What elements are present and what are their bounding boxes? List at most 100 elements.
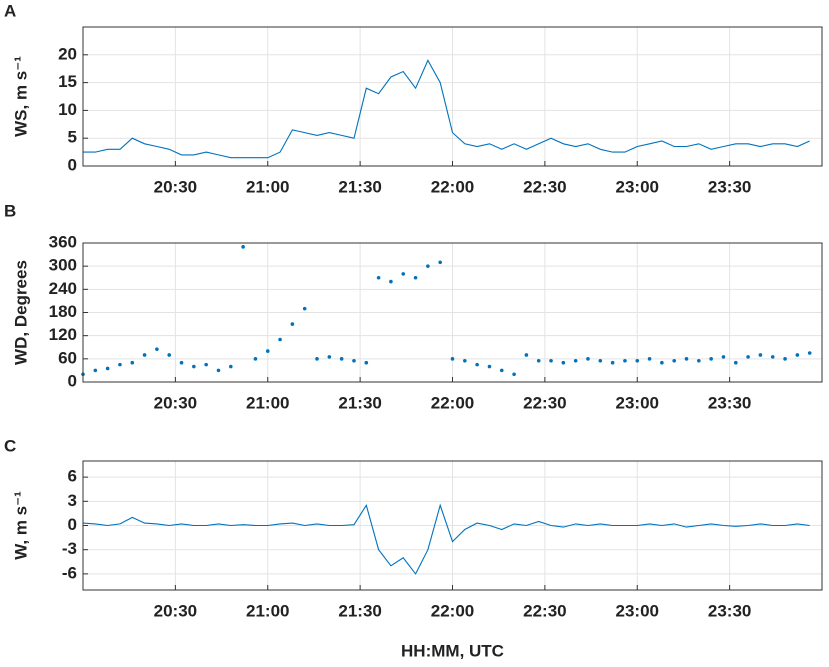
data-point: [376, 275, 381, 280]
data-point: [660, 360, 664, 365]
x-tick-label: 21:30: [338, 393, 381, 412]
plot-frame: [82, 460, 823, 591]
data-point: [241, 245, 245, 249]
data-line: [83, 59, 810, 159]
data-point: [635, 358, 640, 363]
plot-frame: [82, 242, 823, 383]
x-tick-label: 22:30: [523, 393, 566, 412]
data-point: [438, 260, 442, 265]
data-point: [142, 353, 147, 357]
y-tick-label: 10: [58, 100, 77, 119]
data-point: [770, 355, 775, 359]
x-tick-label: 20:30: [154, 177, 197, 196]
y-tick-label: 60: [58, 348, 77, 367]
data-point: [204, 362, 208, 367]
y-tick-label: 120: [49, 325, 77, 344]
x-tick-label: 22:00: [431, 177, 474, 196]
data-point: [758, 353, 763, 357]
data-point: [783, 357, 787, 361]
x-tick-label: 20:30: [154, 601, 197, 620]
data-point: [561, 360, 566, 365]
data-point: [426, 264, 430, 268]
y-tick-label: 300: [49, 256, 77, 275]
x-tick-label: 22:00: [431, 393, 474, 412]
x-tick-label: 23:30: [708, 393, 751, 412]
data-point: [192, 364, 196, 369]
data-point: [598, 358, 603, 363]
data-point: [229, 364, 233, 369]
data-point: [179, 360, 184, 365]
data-point: [733, 360, 738, 365]
y-tick-label: 5: [68, 128, 77, 147]
data-point: [487, 364, 492, 369]
data-point: [475, 362, 479, 367]
x-tick-label: 23:00: [616, 177, 659, 196]
data-point: [265, 349, 270, 353]
data-point: [709, 357, 713, 361]
data-point: [401, 272, 406, 276]
x-tick-label: 21:00: [246, 393, 289, 412]
data-point: [93, 368, 98, 373]
data-point: [278, 337, 282, 342]
data-point: [807, 351, 812, 355]
data-point: [623, 358, 627, 363]
data-point: [512, 372, 516, 377]
data-point: [610, 360, 615, 365]
data-point: [302, 306, 307, 311]
x-tick-label: 20:30: [154, 393, 197, 412]
data-point: [524, 353, 529, 357]
data-point: [290, 322, 295, 326]
data-point: [413, 275, 418, 280]
data-point: [327, 355, 332, 359]
x-tick-label: 22:00: [431, 601, 474, 620]
x-tick-label: 21:30: [338, 177, 381, 196]
panel-label: C: [4, 436, 16, 455]
y-tick-label: 0: [68, 155, 77, 174]
data-point: [118, 362, 122, 367]
y-tick-label: 0: [68, 515, 77, 534]
x-tick-label: 21:00: [246, 177, 289, 196]
y-axis-label: W, m s⁻¹: [11, 491, 30, 560]
data-point: [586, 357, 590, 361]
data-point: [647, 357, 652, 361]
data-point: [746, 355, 750, 359]
x-tick-label: 22:30: [523, 601, 566, 620]
y-tick-label: 20: [58, 44, 77, 63]
y-axis-label: WD, Degrees: [11, 260, 30, 365]
y-axis-label: WS, m s⁻¹: [11, 56, 30, 137]
x-tick-label: 21:00: [246, 601, 289, 620]
data-point: [352, 358, 356, 363]
y-tick-label: 3: [68, 491, 77, 510]
data-point: [167, 353, 172, 357]
data-point: [684, 357, 689, 361]
data-point: [155, 347, 159, 351]
data-point: [549, 358, 553, 363]
data-point: [463, 358, 467, 363]
plot-frame: [82, 26, 823, 167]
data-point: [536, 358, 541, 363]
x-tick-label: 23:00: [616, 601, 659, 620]
y-tick-label: 6: [68, 467, 77, 486]
y-tick-label: 0: [68, 371, 77, 390]
x-axis-label: HH:MM, UTC: [401, 641, 504, 660]
data-point: [389, 279, 393, 284]
panel-label: B: [4, 201, 16, 220]
data-point: [499, 368, 504, 373]
x-tick-label: 21:30: [338, 601, 381, 620]
data-point: [339, 357, 344, 361]
y-tick-label: 180: [49, 302, 77, 321]
data-point: [573, 358, 578, 363]
data-point: [105, 366, 110, 371]
data-point: [253, 357, 258, 361]
data-point: [450, 357, 455, 361]
data-point: [216, 368, 221, 373]
data-point: [364, 360, 369, 365]
y-tick-label: -3: [62, 539, 77, 558]
data-point: [697, 358, 701, 363]
y-tick-label: 240: [49, 279, 77, 298]
data-point: [795, 353, 800, 357]
x-tick-label: 22:30: [523, 177, 566, 196]
x-tick-label: 23:00: [616, 393, 659, 412]
y-tick-label: 360: [49, 232, 77, 251]
